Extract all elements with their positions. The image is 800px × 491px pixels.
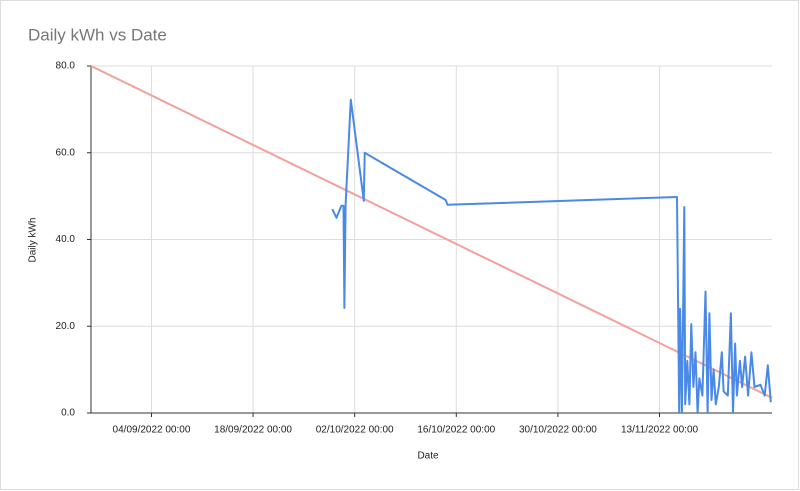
y-tick-label: 80.0 xyxy=(56,61,76,72)
x-tick-label: 04/09/2022 00:00 xyxy=(113,425,191,436)
series-line xyxy=(331,98,772,414)
series-line xyxy=(90,65,773,399)
y-tick-label: 40.0 xyxy=(56,234,76,245)
y-tick-label: 60.0 xyxy=(56,147,76,158)
x-tick-label: 16/10/2022 00:00 xyxy=(417,425,495,436)
chart-title: Daily kWh vs Date xyxy=(28,25,167,44)
x-tick-label: 18/09/2022 00:00 xyxy=(214,425,292,436)
x-axis-label: Date xyxy=(417,451,439,462)
y-tick-label: 20.0 xyxy=(56,321,76,332)
x-tick-label: 13/11/2022 00:00 xyxy=(621,425,699,436)
x-tick-label: 02/10/2022 00:00 xyxy=(316,425,394,436)
y-axis-label: Daily kWh xyxy=(28,217,39,262)
y-tick-label: 0.0 xyxy=(61,408,75,419)
x-tick-label: 30/10/2022 00:00 xyxy=(519,425,597,436)
